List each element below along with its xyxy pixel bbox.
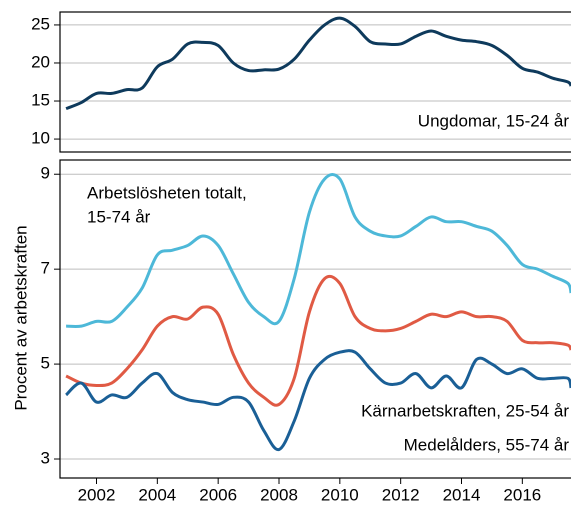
x-tick-label: 2010 [321,485,359,504]
series-label: Ungdomar, 15-24 år [418,111,570,130]
x-tick-label: 2008 [260,485,298,504]
y-tick-label: 9 [41,164,50,183]
x-tick-label: 2002 [78,485,116,504]
x-tick-label: 2016 [503,485,541,504]
line [65,16,571,111]
y-axis-label: Procent av arbetskraften [11,225,30,410]
y-tick-label: 25 [31,14,50,33]
y-tick-label: 5 [41,354,50,373]
y-tick-label: 7 [41,259,50,278]
x-tick-label: 2014 [443,485,481,504]
series-label: Medelålders, 55-74 år [404,435,570,454]
y-tick-label: 3 [41,448,50,467]
series-label: Arbetslösheten totalt, [87,183,247,202]
x-tick-label: 2004 [138,485,176,504]
line [66,173,571,328]
series-label: 15-74 år [87,207,151,226]
y-tick-label: 20 [31,52,50,71]
x-tick-label: 2012 [382,485,420,504]
x-tick-label: 2006 [199,485,237,504]
line [65,349,571,452]
series-label: Kärnarbetskraften, 25-54 år [361,401,569,420]
panel-frame [59,11,571,153]
y-tick-label: 15 [31,91,50,110]
panel-frame [59,159,571,479]
y-tick-label: 10 [31,129,50,148]
line [65,274,571,407]
